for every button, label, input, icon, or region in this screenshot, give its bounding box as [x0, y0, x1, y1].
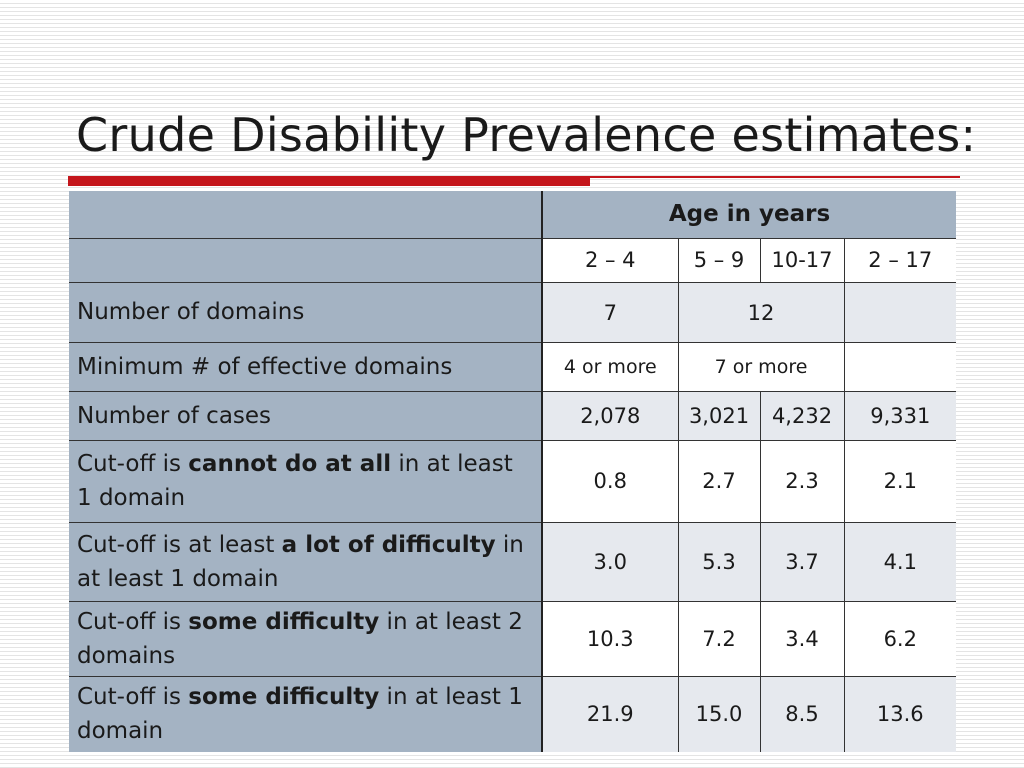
prevalence-table: Age in years 2 – 4 5 – 9 10-17 2 – 17 Nu…: [69, 191, 957, 752]
cell-value: 12: [678, 281, 845, 342]
age-group-5-9: 5 – 9: [678, 237, 761, 282]
row-label: Cut-off is some difficulty in at least 1…: [69, 675, 543, 752]
table-row: Cut-off is at least a lot of difficulty …: [69, 521, 957, 601]
cell-value: 2.3: [760, 439, 845, 522]
cell-value: 9,331: [844, 390, 957, 440]
cell-value: 13.6: [844, 675, 957, 752]
row-label: Cut-off is some difficulty in at least 2…: [69, 600, 543, 676]
table-header-row: Age in years: [69, 191, 957, 238]
age-group-2-4: 2 – 4: [542, 237, 679, 282]
table-row: Number of cases 2,078 3,021 4,232 9,331: [69, 390, 957, 440]
table-row: Cut-off is some difficulty in at least 2…: [69, 600, 957, 676]
table-row: Cut-off is some difficulty in at least 1…: [69, 675, 957, 752]
cell-value: 7.2: [678, 600, 761, 676]
age-groups-row: 2 – 4 5 – 9 10-17 2 – 17: [69, 237, 957, 282]
cell-value: 3.0: [542, 521, 679, 601]
cell-value: 8.5: [760, 675, 845, 752]
cell-value: 4,232: [760, 390, 845, 440]
age-group-10-17: 10-17: [760, 237, 845, 282]
cell-value: 3,021: [678, 390, 761, 440]
cell-value: 4 or more: [542, 341, 679, 391]
header-corner-cell: [69, 191, 543, 238]
age-groups-corner-cell: [69, 237, 543, 282]
cell-empty: [844, 281, 957, 342]
cell-value: 5.3: [678, 521, 761, 601]
age-group-2-17: 2 – 17: [844, 237, 957, 282]
cell-value: 7 or more: [678, 341, 845, 391]
cell-value: 4.1: [844, 521, 957, 601]
cell-value: 2.7: [678, 439, 761, 522]
table-row: Cut-off is cannot do at all in at least …: [69, 439, 957, 522]
title-underline-bar: [68, 176, 590, 186]
table-row: Minimum # of effective domains 4 or more…: [69, 341, 957, 391]
age-header: Age in years: [542, 191, 957, 238]
cell-value: 21.9: [542, 675, 679, 752]
row-label: Number of cases: [69, 390, 543, 440]
cell-value: 2,078: [542, 390, 679, 440]
cell-value: 7: [542, 281, 679, 342]
cell-value: 2.1: [844, 439, 957, 522]
row-label: Cut-off is at least a lot of difficulty …: [69, 521, 543, 601]
cell-value: 3.7: [760, 521, 845, 601]
cell-value: 10.3: [542, 600, 679, 676]
title-underline-thin: [590, 176, 960, 178]
cell-value: 3.4: [760, 600, 845, 676]
cell-value: 15.0: [678, 675, 761, 752]
cell-value: 6.2: [844, 600, 957, 676]
row-label: Number of domains: [69, 281, 543, 342]
row-label: Cut-off is cannot do at all in at least …: [69, 439, 543, 522]
table-row: Number of domains 7 12: [69, 281, 957, 342]
slide-title: Crude Disability Prevalence estimates:: [76, 108, 977, 162]
row-label: Minimum # of effective domains: [69, 341, 543, 391]
cell-empty: [844, 341, 957, 391]
cell-value: 0.8: [542, 439, 679, 522]
